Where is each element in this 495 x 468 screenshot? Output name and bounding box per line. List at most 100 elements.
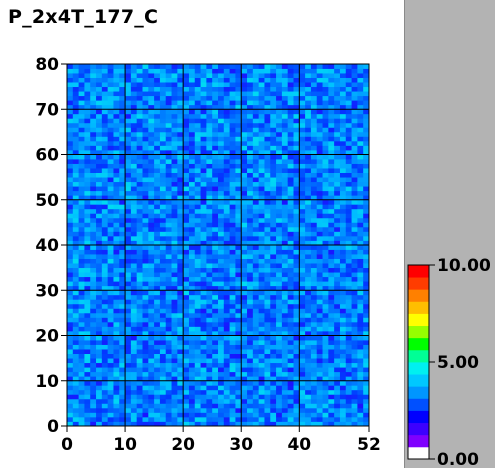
heatmap-cell xyxy=(316,127,323,133)
heatmap-cell xyxy=(276,403,283,409)
heatmap-cell xyxy=(258,421,265,427)
heatmap-cell xyxy=(305,416,312,422)
heatmap-cell xyxy=(90,367,97,373)
heatmap-cell xyxy=(159,204,167,210)
heatmap-cell xyxy=(235,163,242,169)
x-tick-label: 0 xyxy=(61,435,73,455)
heatmap-cell xyxy=(270,100,277,106)
heatmap-cell xyxy=(276,199,283,205)
heatmap-cell xyxy=(119,181,126,187)
heatmap-cell xyxy=(293,407,300,413)
heatmap-cell xyxy=(84,86,91,92)
heatmap-cell xyxy=(293,186,300,192)
heatmap-cell xyxy=(351,349,358,354)
heatmap-cell xyxy=(334,416,341,422)
heatmap-cell xyxy=(72,254,80,259)
heatmap-cell xyxy=(125,100,132,106)
heatmap-cell xyxy=(293,222,300,228)
heatmap-cell xyxy=(212,122,219,128)
heatmap-cell xyxy=(101,82,109,88)
heatmap-cell xyxy=(136,163,143,169)
heatmap-cell xyxy=(316,335,323,341)
heatmap-cell xyxy=(159,330,167,336)
heatmap-cell xyxy=(107,177,114,183)
heatmap-cell xyxy=(183,73,190,78)
heatmap-cell xyxy=(113,349,120,354)
heatmap-cell xyxy=(165,330,172,336)
heatmap-cell xyxy=(183,145,190,151)
heatmap-cell xyxy=(351,371,358,377)
heatmap-cell xyxy=(345,362,352,368)
heatmap-cell xyxy=(241,172,248,178)
heatmap-cell xyxy=(276,358,283,364)
heatmap-cell xyxy=(165,140,172,146)
heatmap-cell xyxy=(142,294,149,300)
heatmap-cell xyxy=(72,285,80,291)
heatmap-cell xyxy=(101,131,109,137)
heatmap-cell xyxy=(299,195,306,201)
heatmap-cell xyxy=(183,317,190,323)
heatmap-cell xyxy=(177,109,184,115)
heatmap-cell xyxy=(212,127,219,133)
heatmap-cell xyxy=(235,91,242,97)
heatmap-cell xyxy=(305,140,312,146)
heatmap-cell xyxy=(165,222,172,228)
heatmap-cell xyxy=(171,245,178,250)
heatmap-cell xyxy=(96,231,103,237)
heatmap-cell xyxy=(351,376,358,382)
heatmap-cell xyxy=(363,208,370,214)
heatmap-cell xyxy=(119,272,126,278)
heatmap-cell xyxy=(142,213,149,219)
heatmap-cell xyxy=(212,100,219,106)
heatmap-cell xyxy=(165,82,172,88)
heatmap-cell xyxy=(247,258,254,264)
heatmap-cell xyxy=(119,168,126,173)
heatmap-cell xyxy=(90,64,97,69)
heatmap-cell xyxy=(363,398,370,404)
heatmap-cell xyxy=(223,312,231,318)
heatmap-cell xyxy=(78,222,85,228)
heatmap-cell xyxy=(159,73,167,78)
heatmap-cell xyxy=(200,199,207,205)
heatmap-cell xyxy=(258,127,265,133)
heatmap-cell xyxy=(276,367,283,373)
heatmap-cell xyxy=(252,140,260,146)
heatmap-cell xyxy=(142,263,149,269)
heatmap-cell xyxy=(119,394,126,400)
heatmap-cell xyxy=(235,204,242,210)
heatmap-cell xyxy=(148,321,155,327)
heatmap-cell xyxy=(125,281,132,287)
heatmap-cell xyxy=(322,204,329,210)
heatmap-cell xyxy=(113,240,120,246)
heatmap-cell xyxy=(339,199,347,205)
heatmap-cell xyxy=(270,104,277,110)
heatmap-cell xyxy=(287,267,294,273)
heatmap-cell xyxy=(159,217,167,223)
heatmap-cell xyxy=(305,226,312,232)
heatmap-cell xyxy=(223,131,231,137)
heatmap-cell xyxy=(206,199,213,205)
heatmap-cell xyxy=(287,380,294,386)
heatmap-cell xyxy=(339,367,347,373)
heatmap-cell xyxy=(351,195,358,201)
heatmap-cell xyxy=(281,367,289,373)
heatmap-cell xyxy=(136,421,143,427)
heatmap-cell xyxy=(90,149,97,155)
heatmap-cell xyxy=(247,199,254,205)
heatmap-cell xyxy=(345,254,352,259)
heatmap-cell xyxy=(148,140,155,146)
heatmap-cell xyxy=(206,177,213,183)
heatmap-cell xyxy=(287,204,294,210)
heatmap-cell xyxy=(200,181,207,187)
heatmap-cell xyxy=(177,113,184,119)
heatmap-cell xyxy=(305,362,312,368)
heatmap-cell xyxy=(328,312,335,318)
heatmap-cell xyxy=(96,276,103,282)
heatmap-cell xyxy=(223,64,231,69)
heatmap-cell xyxy=(328,421,335,427)
heatmap-cell xyxy=(339,95,347,101)
heatmap-cell xyxy=(148,421,155,427)
heatmap-cell xyxy=(322,389,329,395)
heatmap-cell xyxy=(130,245,138,250)
